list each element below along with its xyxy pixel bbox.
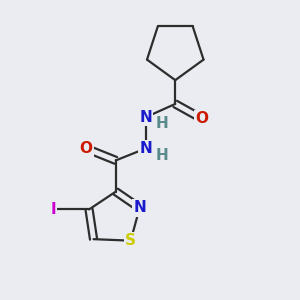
Text: S: S xyxy=(125,233,136,248)
Text: H: H xyxy=(155,148,168,163)
Text: N: N xyxy=(133,200,146,215)
Text: I: I xyxy=(51,202,56,217)
Text: O: O xyxy=(80,141,93,156)
Text: N: N xyxy=(139,141,152,156)
Text: O: O xyxy=(196,111,208,126)
Text: N: N xyxy=(139,110,152,125)
Text: H: H xyxy=(155,116,168,131)
